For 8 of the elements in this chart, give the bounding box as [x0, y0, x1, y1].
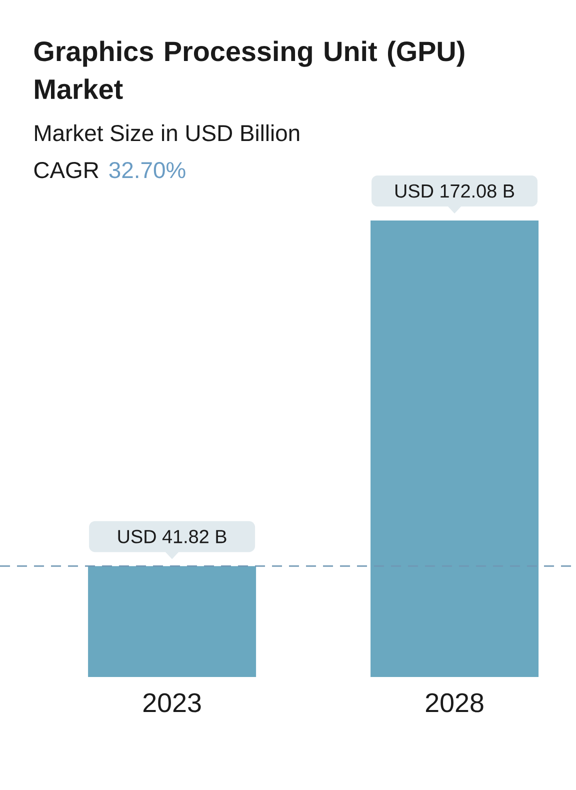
- annotation: CAGR: [34, 162, 98, 178]
- data-label: USD 41.82 B: [118, 530, 226, 544]
- annotation: 32.70%: [109, 162, 186, 178]
- x-tick-label: 2023: [143, 693, 201, 712]
- chart-subtitle: Market Size in USD Billion: [35, 124, 300, 142]
- chart-title: Graphics Processing Unit (GPU) Market: [34, 40, 464, 100]
- x-tick-label: 2028: [426, 693, 484, 712]
- data-label: USD 172.08 B: [395, 184, 514, 198]
